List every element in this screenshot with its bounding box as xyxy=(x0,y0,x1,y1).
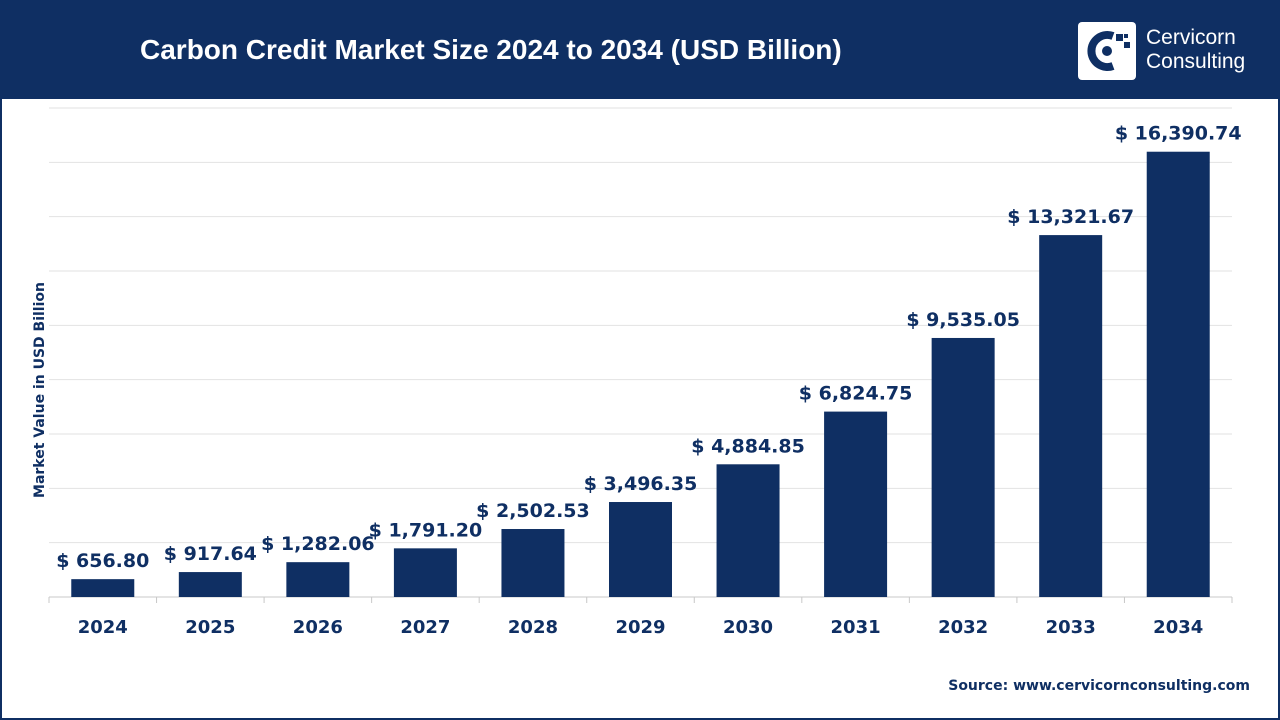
logo-text: Cervicorn Consulting xyxy=(1146,26,1245,74)
data-label: $ 13,321.67 xyxy=(1007,206,1134,228)
chart-title: Carbon Credit Market Size 2024 to 2034 (… xyxy=(140,34,842,65)
data-label: $ 3,496.35 xyxy=(584,473,698,495)
data-label: $ 656.80 xyxy=(56,550,149,572)
x-tick-label: 2031 xyxy=(831,617,881,638)
data-label: $ 1,282.06 xyxy=(261,533,375,555)
bar-2027 xyxy=(393,548,457,597)
data-label: $ 917.64 xyxy=(164,543,257,565)
x-tick-label: 2030 xyxy=(723,617,773,638)
logo-line-1: Cervicorn xyxy=(1146,26,1236,49)
x-tick-label: 2029 xyxy=(615,617,665,638)
bar-2031 xyxy=(824,411,888,597)
bar-2025 xyxy=(178,572,242,597)
data-label: $ 16,390.74 xyxy=(1115,123,1242,145)
data-label: $ 2,502.53 xyxy=(476,500,590,522)
x-tick-label: 2032 xyxy=(938,617,988,638)
bar-2026 xyxy=(286,562,350,597)
data-label: $ 4,884.85 xyxy=(691,435,805,457)
data-label: $ 6,824.75 xyxy=(799,383,913,405)
company-logo: Cervicorn Consulting xyxy=(1078,22,1260,80)
x-tick-label: 2028 xyxy=(508,617,558,638)
cervicorn-logo-icon xyxy=(1078,22,1136,80)
bar-2033 xyxy=(1039,235,1103,597)
x-tick-label: 2034 xyxy=(1153,617,1203,638)
bar-2034 xyxy=(1146,151,1210,597)
x-tick-label: 2033 xyxy=(1046,617,1096,638)
x-tick-label: 2025 xyxy=(185,617,235,638)
y-axis-label: Market Value in USD Billion xyxy=(32,282,48,498)
logo-line-2: Consulting xyxy=(1146,50,1246,73)
source-note: Source: www.cervicornconsulting.com xyxy=(948,678,1250,694)
x-tick-label: 2026 xyxy=(293,617,343,638)
bar-2029 xyxy=(609,502,672,597)
data-label: $ 1,791.20 xyxy=(369,519,483,541)
header-bar: Carbon Credit Market Size 2024 to 2034 (… xyxy=(2,2,1278,99)
x-tick-label: 2024 xyxy=(78,617,128,638)
x-tick-label: 2027 xyxy=(400,617,450,638)
bar-2032 xyxy=(931,337,995,597)
bar-2028 xyxy=(501,529,565,597)
bar-2030 xyxy=(716,464,780,597)
data-label: $ 9,535.05 xyxy=(906,309,1020,331)
bar-2024 xyxy=(71,579,135,597)
